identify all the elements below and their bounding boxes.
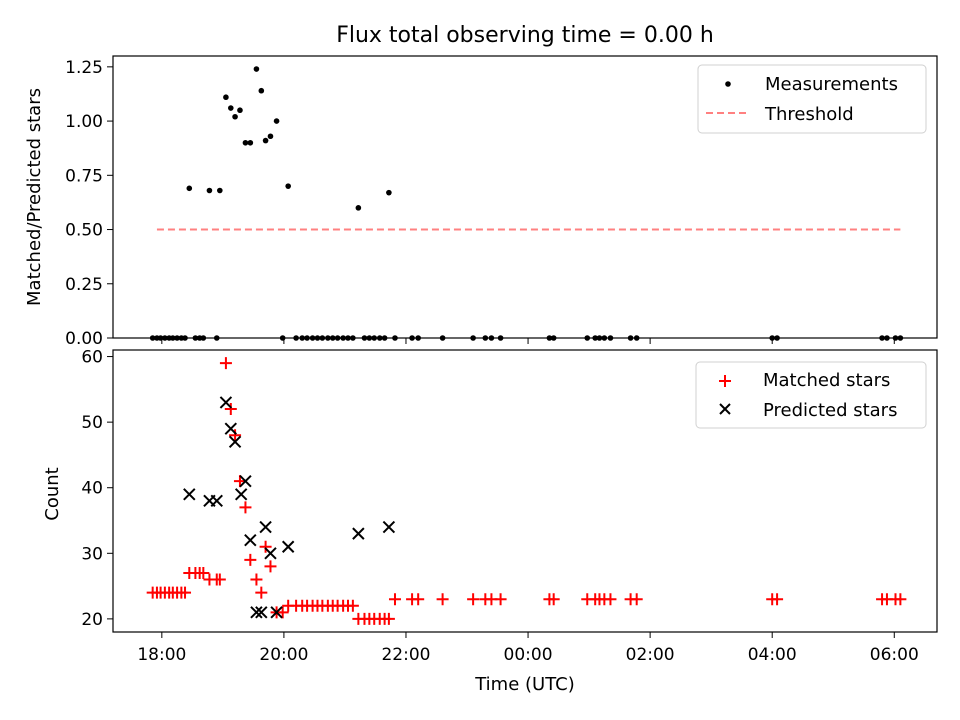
matched-star-point <box>219 357 232 370</box>
top-y-tick-label: 1.25 <box>65 58 103 78</box>
measurement-point <box>273 118 280 124</box>
matched-star-point <box>259 540 272 553</box>
measurement-point <box>242 139 249 146</box>
x-tick-label: 04:00 <box>748 645 797 665</box>
measurement-point <box>186 185 193 192</box>
measurement-point <box>262 137 269 144</box>
top-y-tick-label: 1.00 <box>65 112 103 132</box>
measurement-point <box>386 189 392 196</box>
x-tick-label: 22:00 <box>381 645 430 665</box>
bottom-y-tick-label: 20 <box>81 610 103 630</box>
matched-star-point <box>197 566 210 579</box>
matched-star-point <box>244 553 257 566</box>
predicted-star-point <box>210 494 223 508</box>
measurement-point <box>217 187 223 194</box>
measurement-point <box>223 94 229 101</box>
top-legend: Measurements Threshold <box>697 64 927 134</box>
matched-star-point <box>276 606 289 619</box>
x-axis-label: Time (UTC) <box>474 674 575 695</box>
bottom-panel: 20 30 40 50 60 18:00 20:00 22:00 00:00 02:00 04:0… <box>42 348 938 695</box>
matched-star-point <box>412 593 425 606</box>
measurement-point <box>253 66 260 72</box>
bottom-y-tick-label: 60 <box>81 348 103 368</box>
predicted-star-point <box>183 488 196 501</box>
legend-measurements-marker <box>725 81 731 87</box>
predicted-star-point <box>270 606 283 619</box>
predicted-star-point <box>281 540 295 553</box>
top-axes-frame <box>112 55 938 339</box>
bottom-y-tick-label: 50 <box>81 413 103 433</box>
top-y-axis-label: Matched/Predicted stars <box>24 88 45 306</box>
predicted-star-point <box>255 606 268 619</box>
predicted-star-point <box>244 533 257 547</box>
measurement-point <box>232 113 238 120</box>
matched-star-point <box>255 586 268 599</box>
matched-star-point <box>224 403 237 416</box>
matched-star-point <box>233 475 246 488</box>
measurement-point <box>285 183 291 189</box>
predicted-star-point <box>228 435 242 449</box>
predicted-star-point <box>224 422 238 435</box>
legend-measurements-label: Measurements <box>765 74 898 95</box>
bottom-y-tick-label: 40 <box>81 479 103 499</box>
bottom-y-tick-label: 30 <box>81 544 103 564</box>
x-tick-label: 00:00 <box>504 645 553 665</box>
bottom-legend-box <box>695 361 927 429</box>
matched-star-point <box>239 501 252 514</box>
matched-star-point <box>179 586 192 599</box>
matched-star-point <box>604 593 617 606</box>
top-y-tick-label: 0.50 <box>65 221 103 241</box>
predicted-star-point <box>219 396 233 409</box>
bottom-legend: Matched stars Predicted stars <box>695 361 927 429</box>
matched-star-point <box>213 573 226 586</box>
x-tick-label: 18:00 <box>137 645 186 665</box>
measurement-point <box>237 107 243 114</box>
measurement-point <box>267 133 274 140</box>
matched-star-point <box>388 593 401 606</box>
predicted-star-point <box>264 547 277 560</box>
predicted-star-point <box>250 606 263 619</box>
matched-star-point <box>467 593 480 606</box>
measurement-point <box>228 105 234 111</box>
matched-star-point <box>229 429 242 442</box>
legend-predicted-marker <box>719 403 731 415</box>
top-legend-box <box>697 64 927 134</box>
top-y-tick-label: 0.00 <box>65 329 103 349</box>
matched-star-point <box>250 573 263 586</box>
matched-star-point <box>436 593 449 606</box>
bottom-axes-frame <box>112 349 938 633</box>
legend-predicted-label: Predicted stars <box>763 400 897 421</box>
predicted-star-point <box>352 527 365 540</box>
x-tick-label: 20:00 <box>259 645 308 665</box>
top-panel: 0.00 0.25 0.50 0.75 1.00 1.25 Matched/Predict… <box>24 55 938 349</box>
measurement-point <box>247 139 254 146</box>
matched-star-point <box>382 612 395 625</box>
measurement-point <box>355 205 362 211</box>
matched-star-point <box>771 593 784 606</box>
measurement-point <box>258 87 265 94</box>
predicted-star-point <box>382 520 396 534</box>
x-tick-label: 06:00 <box>870 645 919 665</box>
measurement-point <box>206 187 213 194</box>
matched-star-point <box>264 560 277 573</box>
predicted-star-point <box>259 520 272 534</box>
matched-star-point <box>547 593 560 606</box>
matched-star-point <box>894 593 907 606</box>
top-y-tick-label: 0.75 <box>65 166 103 186</box>
predicted-star-point <box>239 474 252 488</box>
x-tick-label: 02:00 <box>626 645 675 665</box>
legend-threshold-label: Threshold <box>764 104 854 125</box>
legend-matched-marker <box>719 375 731 387</box>
legend-matched-label: Matched stars <box>763 370 890 391</box>
predicted-star-point <box>234 488 248 501</box>
matched-star-point <box>346 599 359 612</box>
matched-star-point <box>630 593 643 606</box>
bottom-y-axis-label: Count <box>42 467 63 520</box>
matched-star-point <box>494 593 507 606</box>
chart-title: Flux total observing time = 0.00 h <box>336 23 714 48</box>
top-y-tick-label: 0.25 <box>65 275 103 295</box>
